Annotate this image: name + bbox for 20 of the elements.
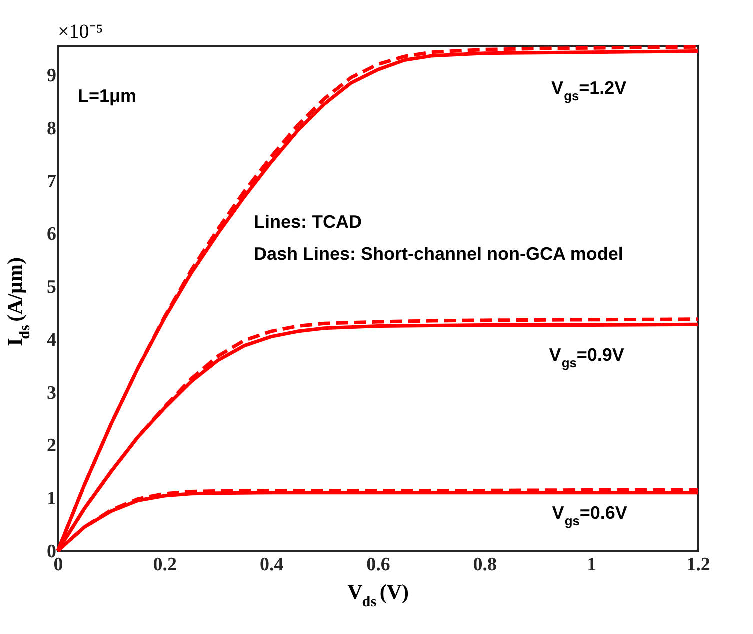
- annotation: Dash Lines: Short-channel non-GCA model: [254, 244, 624, 264]
- y-tick-label: 7: [47, 171, 57, 192]
- y-tick-label: 5: [47, 277, 56, 298]
- text: ×10⁻⁵: [58, 21, 104, 43]
- y-tick-label: 1: [47, 488, 56, 510]
- y-tick-label: 6: [47, 224, 56, 246]
- x-tick-label: 0.6: [366, 554, 390, 576]
- y-tick-label: 3: [47, 382, 56, 404]
- y-tick-label: 2: [47, 436, 56, 457]
- x-tick-label: 1: [587, 554, 597, 576]
- x-tick-label: 0.2: [153, 554, 178, 576]
- y-axis-title: Ids(A/μm): [3, 257, 34, 346]
- y-tick-label: 4: [47, 330, 57, 351]
- annotation: L=1μm: [78, 86, 137, 106]
- x-tick-label: 0.4: [260, 554, 284, 576]
- x-tick-label: 1.2: [686, 554, 710, 576]
- annotation: Lines: TCAD: [254, 212, 362, 232]
- y-tick-label: 9: [47, 66, 56, 87]
- y-tick-label: 8: [47, 118, 56, 140]
- x-tick-label: 0.8: [473, 554, 498, 576]
